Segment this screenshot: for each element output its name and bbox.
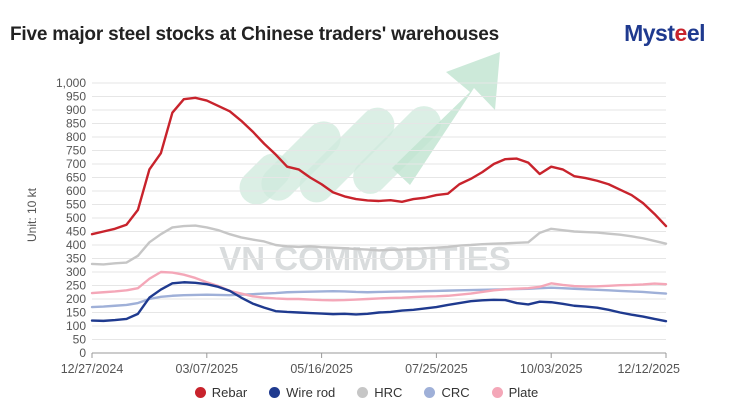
x-tick-label: 07/25/2025 [405,362,468,376]
y-tick-label: 1,000 [56,76,86,90]
y-tick-label: 750 [66,144,86,158]
x-tick-label: 05/16/2025 [290,362,353,376]
logo-main: Myst [624,20,675,46]
legend-dot-icon [357,387,369,398]
y-tick-label: 300 [66,265,86,279]
watermark-bar-2 [261,121,341,201]
y-tick-label: 100 [66,319,86,333]
logo-tail: el [686,20,706,46]
y-tick-label: 850 [66,117,86,131]
legend-label: Wire rod [286,385,336,400]
legend-item-rebar[interactable]: Rebar [194,385,248,400]
legend-label: Rebar [211,385,248,400]
series-line-hrc [90,224,668,266]
legend-item-hrc[interactable]: HRC [357,385,402,400]
y-tick-label: 150 [66,306,86,320]
y-tick-label: 0 [79,346,86,360]
x-tick-label: 03/07/2025 [176,362,239,376]
y-tick-label: 200 [66,292,86,306]
y-axis-label: Unit: 10 kt [25,187,39,242]
y-tick-label: 350 [66,252,86,266]
watermark-arrow [392,52,500,185]
y-tick-label: 550 [66,198,86,212]
legend-label: CRC [441,385,470,400]
series-line-rebar [90,96,668,236]
series-line-plate [90,270,668,302]
legend-item-wire-rod[interactable]: Wire rod [269,385,335,400]
y-tick-label: 250 [66,279,86,293]
y-tick-label: 500 [66,211,86,225]
axes: 0501001502002503003504004505005506006507… [56,76,680,376]
logo-accent: e [674,20,688,46]
y-tick-label: 400 [66,238,86,252]
y-tick-label: 800 [66,130,86,144]
y-tick-label: 650 [66,171,86,185]
legend-item-plate[interactable]: Plate [491,385,539,400]
y-tick-label: 600 [66,184,86,198]
series-line-crc [90,286,668,309]
legend-dot-icon [269,387,281,398]
legend: Rebar Wire rod HRC CRC Plate [0,385,733,400]
x-tick-label: 12/12/2025 [617,362,680,376]
y-tick-label: 900 [66,103,86,117]
legend-label: HRC [374,385,403,400]
legend-dot-icon [491,387,503,398]
watermark-bar-3 [299,107,395,203]
chart-title: Five major steel stocks at Chinese trade… [10,24,499,45]
legend-dot-icon [424,387,436,398]
series-lines [90,96,668,323]
y-tick-label: 450 [66,225,86,239]
y-tick-label: 50 [73,333,87,347]
legend-dot-icon [194,387,206,398]
series-line-wire-rod [90,281,668,323]
x-tick-label: 12/27/2024 [61,362,124,376]
mysteel-logo: Mysteel [624,20,705,47]
legend-label: Plate [508,385,539,400]
y-tick-label: 700 [66,157,86,171]
legend-item-crc[interactable]: CRC [424,385,470,400]
y-tick-label: 950 [66,90,86,104]
x-tick-label: 10/03/2025 [520,362,583,376]
